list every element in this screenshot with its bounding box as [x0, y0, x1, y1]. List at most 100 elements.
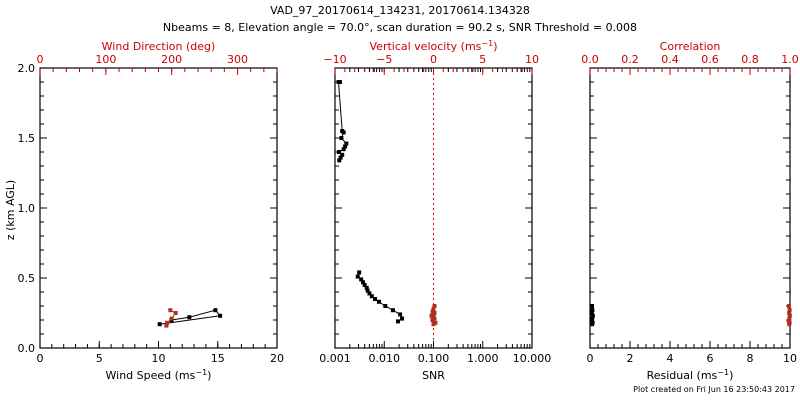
y-tick-label: 1.0	[18, 202, 36, 215]
x-tick-label: 0	[37, 352, 44, 365]
data-point	[157, 322, 162, 327]
y-axis	[335, 67, 532, 349]
x-axis-bottom: 0.001 0.010 0.100 1.000 10.000	[319, 68, 551, 365]
data-point	[376, 299, 381, 304]
series-2	[164, 308, 178, 328]
data-point	[343, 144, 348, 149]
data-point	[336, 80, 341, 84]
x-tick-label: 0.010	[369, 352, 401, 365]
y-axis	[590, 67, 790, 349]
data-point	[338, 155, 343, 160]
plot-frame	[589, 67, 791, 349]
x-tick-label-top: 0	[37, 53, 44, 66]
x-axis-label-bottom: SNR	[422, 369, 445, 382]
series-line	[357, 272, 403, 322]
x-tick-label: 0.100	[418, 352, 450, 365]
x-tick-label: 1.000	[467, 352, 499, 365]
data-point	[367, 291, 372, 296]
x-axis-label-bottom: Wind Speed (ms−1)	[106, 368, 212, 382]
data-point	[373, 297, 378, 301]
data-point	[341, 130, 346, 135]
data-point	[787, 308, 792, 313]
x-axis-top: −10 −5 0 5 10	[323, 53, 539, 75]
data-point	[169, 316, 174, 321]
data-point	[589, 311, 594, 315]
x-tick-label-top: 5	[479, 53, 486, 66]
x-tick-label-top: 0.4	[661, 53, 679, 66]
series-2	[355, 270, 405, 324]
x-tick-label: 10	[783, 352, 797, 365]
data-point	[787, 316, 792, 321]
x-tick-label: 20	[270, 352, 284, 365]
x-axis-top: 0 100 200 300	[37, 53, 278, 75]
data-point	[432, 304, 437, 308]
y-tick-label: 2.0	[18, 62, 36, 75]
data-point	[337, 158, 342, 163]
y-tick-label: 0.5	[18, 272, 36, 285]
x-tick-label: 5	[96, 352, 103, 365]
data-point	[369, 294, 374, 299]
x-tick-label: 4	[667, 352, 674, 365]
x-axis-label-top: Correlation	[660, 40, 721, 53]
data-point	[431, 306, 436, 311]
x-tick-label-top: 0.6	[701, 53, 719, 66]
x-tick-label-top: 1.0	[781, 53, 799, 66]
x-tick-label-top: 200	[161, 53, 182, 66]
figure-title: VAD_97_20170614_134231, 20170614.134328	[270, 4, 530, 17]
data-point	[359, 277, 364, 282]
figure-subtitle: Nbeams = 8, Elevation angle = 70.0°, sca…	[163, 21, 637, 34]
data-point	[431, 322, 436, 327]
panel-wind: 0 5 10 15 20 Wind Speed (ms−1) 0 100 200 300 Wind …	[18, 40, 285, 382]
x-tick-label-top: 300	[227, 53, 248, 66]
x-axis-bottom: 0 2 4 6 8 10	[587, 341, 797, 365]
series-3	[429, 304, 438, 327]
x-tick-label: 15	[211, 352, 225, 365]
series-1	[336, 80, 349, 163]
data-point	[218, 313, 223, 318]
data-point	[341, 147, 346, 152]
x-tick-label-top: 0.0	[581, 53, 599, 66]
x-tick-label-top: 0.2	[621, 53, 639, 66]
x-tick-label: 10.000	[513, 352, 552, 365]
data-point	[357, 270, 362, 275]
data-point	[787, 304, 791, 308]
data-point	[400, 316, 405, 321]
x-tick-label: 10	[152, 352, 166, 365]
data-point	[173, 311, 178, 315]
data-point	[590, 322, 594, 327]
x-tick-label-top: 0	[430, 53, 437, 66]
data-point	[187, 315, 192, 320]
data-point	[383, 304, 388, 308]
figure-footer: Plot created on Fri Jun 16 23:50:43 2017	[633, 385, 795, 394]
data-point	[165, 320, 170, 325]
data-point	[339, 136, 344, 140]
data-point	[360, 280, 365, 285]
series-1	[589, 304, 595, 327]
x-tick-label-top: −5	[376, 53, 392, 66]
plot-frame	[39, 67, 278, 349]
panel-residual: 0 2 4 6 8 10 Residual (ms−1) 0.0 0.2 0.4 0.6 0.8 1.0…	[581, 40, 799, 382]
data-point	[590, 316, 595, 321]
data-point	[340, 152, 345, 157]
x-tick-label: 0	[587, 352, 594, 365]
x-tick-label-top: 0.8	[741, 53, 759, 66]
data-point	[390, 308, 395, 313]
data-point	[362, 283, 367, 287]
data-point	[590, 308, 595, 313]
y-tick-label: 1.5	[18, 132, 36, 145]
y-tick-label: 0.0	[18, 342, 36, 355]
x-tick-label: 0.001	[319, 352, 351, 365]
data-point	[336, 150, 341, 154]
data-point	[213, 308, 218, 313]
data-point	[364, 285, 369, 290]
data-point	[590, 313, 595, 318]
x-axis-label-top: Wind Direction (deg)	[102, 40, 216, 53]
data-point	[787, 311, 792, 315]
x-tick-label: 2	[627, 352, 634, 365]
data-point	[590, 304, 594, 308]
x-tick-label-top: 10	[525, 53, 539, 66]
data-point	[365, 288, 370, 293]
